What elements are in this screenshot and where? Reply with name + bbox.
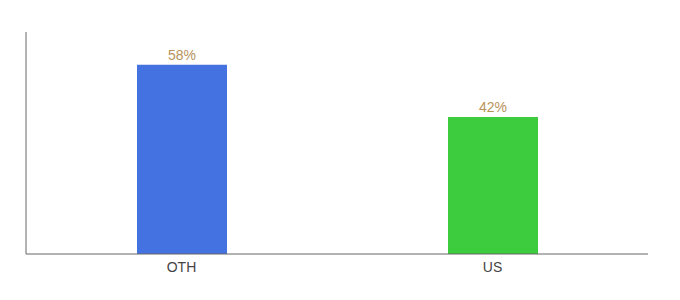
svg-text:42%: 42% (479, 99, 507, 115)
svg-text:OTH: OTH (167, 259, 197, 275)
svg-text:US: US (483, 259, 502, 275)
svg-text:58%: 58% (168, 47, 196, 63)
